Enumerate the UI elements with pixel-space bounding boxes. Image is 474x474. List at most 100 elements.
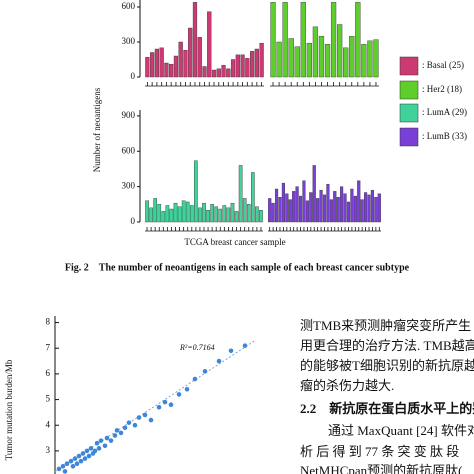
- point: [184, 387, 190, 392]
- bar: [216, 68, 221, 78]
- bar: [245, 58, 250, 78]
- point: [192, 376, 198, 382]
- point: [136, 415, 142, 420]
- bar: [250, 172, 255, 223]
- bar: [288, 199, 292, 223]
- bar: [221, 65, 226, 78]
- bar: [145, 56, 150, 78]
- bar: [282, 2, 288, 78]
- bar: [145, 200, 149, 223]
- y-tick-label: 300: [122, 36, 136, 46]
- bar: [159, 47, 164, 78]
- legend-label: : LumA (29): [422, 107, 467, 117]
- bar: [330, 2, 337, 78]
- bar: [165, 205, 170, 223]
- bar: [226, 68, 231, 78]
- y-tick-label: 0: [131, 216, 136, 226]
- point: [92, 448, 98, 454]
- bar: [329, 199, 333, 223]
- bar: [268, 198, 272, 223]
- body-line: 析 后 得 到 77 条 突 变 肽 段: [300, 444, 459, 459]
- y-tick-label: 0: [131, 71, 136, 81]
- bar: [178, 41, 183, 78]
- y-tick-label: 300: [122, 181, 136, 191]
- bar: [249, 51, 255, 78]
- point: [98, 438, 104, 443]
- bar: [298, 195, 303, 223]
- y-tick-label: 600: [122, 145, 136, 155]
- point: [176, 392, 182, 397]
- bar: [276, 41, 282, 78]
- point: [104, 435, 110, 441]
- body-line: 通过 MaxQuant [24] 软件对质: [328, 423, 474, 438]
- legend-swatch: [399, 103, 419, 123]
- bar: [274, 188, 279, 223]
- point: [72, 456, 78, 461]
- point: [74, 461, 80, 467]
- point: [168, 402, 174, 408]
- point: [82, 456, 88, 461]
- bar: [149, 207, 153, 223]
- point: [84, 448, 90, 454]
- annotation: R²=0.7164: [179, 343, 215, 352]
- bar: [278, 197, 282, 223]
- bar: [292, 191, 296, 223]
- bar: [373, 39, 379, 78]
- legend-swatch: [399, 56, 419, 76]
- bar: [189, 205, 194, 223]
- bar: [316, 198, 320, 223]
- bar: [336, 197, 340, 223]
- bar: [326, 184, 330, 223]
- y-axis-label: Tumor mutation burden/Mb: [4, 359, 14, 460]
- bar: [340, 186, 344, 223]
- y-tick-label: 8: [46, 317, 51, 327]
- bar: [302, 180, 306, 223]
- bar: [169, 63, 174, 78]
- bar: [157, 204, 162, 223]
- bar: [202, 66, 207, 78]
- bar: [207, 11, 212, 78]
- point: [126, 420, 132, 425]
- bar: [318, 35, 325, 78]
- point: [64, 461, 70, 467]
- point: [56, 466, 62, 472]
- bar: [181, 200, 186, 223]
- bar: [367, 194, 371, 223]
- bar: [194, 160, 198, 223]
- bar: [367, 40, 373, 78]
- point: [62, 469, 68, 474]
- bar: [300, 2, 306, 78]
- bar: [154, 48, 160, 78]
- bar: [271, 202, 275, 223]
- point: [96, 446, 102, 451]
- bar: [150, 52, 155, 78]
- bar: [343, 193, 347, 223]
- bar: [374, 197, 378, 223]
- bar: [192, 2, 198, 78]
- bar: [202, 202, 206, 223]
- bar: [234, 211, 239, 223]
- legend-swatch: [399, 80, 419, 100]
- bar: [214, 206, 219, 223]
- point: [86, 453, 92, 459]
- bar: [305, 200, 309, 223]
- point: [142, 412, 148, 418]
- bar: [337, 24, 343, 78]
- bar: [242, 198, 247, 223]
- y-tick-label: 3: [46, 445, 51, 455]
- bar: [349, 35, 355, 78]
- point: [162, 399, 168, 405]
- bar: [357, 180, 361, 223]
- bar: [285, 193, 289, 223]
- section-heading: 2.2 新抗原在蛋白质水平上的鉴: [300, 401, 474, 416]
- bar: [312, 165, 316, 223]
- bar: [211, 69, 217, 78]
- bar: [295, 186, 299, 223]
- body-line: 瘤的杀伤力越大.: [300, 378, 394, 393]
- point: [78, 458, 84, 464]
- bar: [309, 192, 313, 223]
- bar: [333, 191, 337, 223]
- bar: [355, 2, 361, 78]
